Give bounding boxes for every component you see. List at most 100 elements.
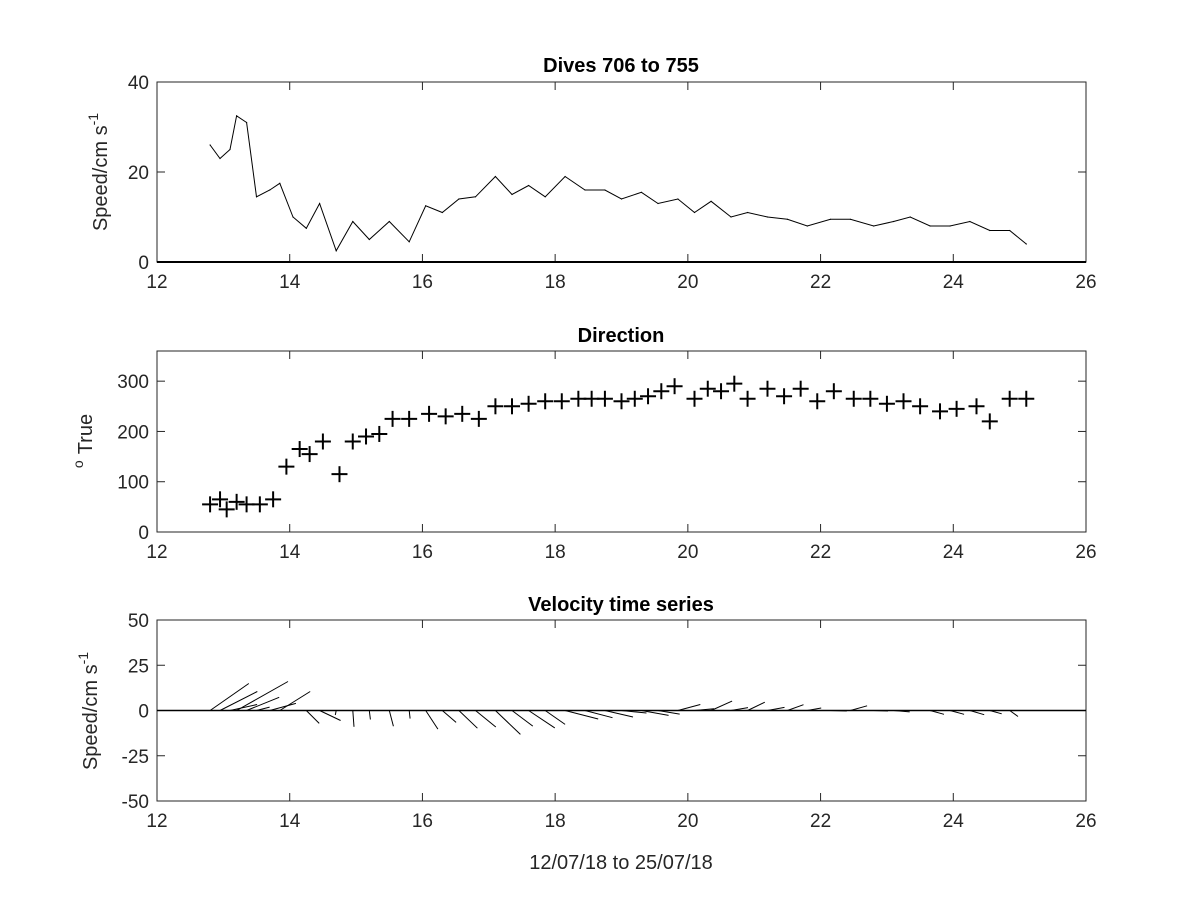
speed-point (584, 189, 586, 191)
direction-point (278, 458, 295, 475)
velocity-ytick-label: -50 (122, 792, 149, 813)
velocity-ytick-label: 50 (128, 611, 149, 632)
direction-panel: Direction o True 12 14 16 18 20 22 24 26 0 100 200 3… (70, 325, 1097, 563)
velocity-stick (969, 710, 985, 716)
velocity-stick (256, 706, 270, 711)
speed-point (511, 193, 513, 196)
speed-ytick-label: 20 (128, 163, 149, 184)
velocity-stick (1009, 710, 1019, 717)
figure-xlabel: 12/07/18 to 25/07/18 (529, 852, 713, 874)
direction-point (251, 496, 268, 513)
velocity-stick (352, 710, 355, 727)
speed-point (893, 220, 895, 223)
direction-point (291, 441, 308, 458)
velocity-stick (730, 707, 749, 711)
direction-point (825, 383, 842, 400)
velocity-stick (229, 704, 258, 711)
speed-point (806, 225, 808, 227)
velocity-stick (641, 710, 669, 716)
speed-point (352, 220, 354, 223)
speed-point (1009, 229, 1011, 232)
speed-point (368, 238, 370, 241)
speed-point (236, 115, 238, 117)
velocity-stick (807, 707, 822, 711)
velocity-stick (694, 708, 715, 711)
speed-point (989, 229, 991, 232)
direction-point (470, 410, 487, 427)
velocity-stick (319, 710, 341, 721)
velocity-ytick-label: -25 (122, 747, 149, 768)
velocity-xtick-label: 18 (545, 811, 566, 832)
direction-xtick-label: 24 (943, 542, 965, 563)
velocity-ylabel-superscript: -1 (75, 652, 91, 665)
velocity-stick (830, 710, 847, 712)
direction-point (776, 388, 793, 405)
speed-point (693, 211, 696, 214)
velocity-stick (408, 710, 411, 719)
speed-point (710, 200, 712, 202)
direction-point (487, 398, 504, 415)
speed-point (441, 211, 443, 214)
direction-point (520, 395, 537, 412)
speed-ylabel: Speed/cm s-1 (85, 113, 112, 231)
speed-point (219, 157, 221, 160)
direction-point (228, 493, 245, 510)
speed-point (969, 220, 971, 223)
speed-point (255, 196, 258, 198)
velocity-stick (767, 706, 785, 711)
velocity-ytick-label: 0 (138, 702, 149, 723)
direction-ylabel-degree: o (70, 460, 86, 468)
velocity-stick (236, 681, 289, 711)
direction-point (739, 390, 756, 407)
velocity-stick (511, 710, 534, 727)
speed-ylabel-superscript: -1 (85, 113, 101, 126)
direction-point (331, 466, 348, 483)
speed-series (157, 114, 1086, 263)
speed-xtick-label: 22 (810, 272, 831, 293)
direction-point (713, 383, 730, 400)
speed-ytick-label: 0 (138, 253, 149, 274)
direction-point (1001, 390, 1018, 407)
velocity-stick (368, 710, 371, 720)
speed-axes-frame (156, 81, 1087, 263)
direction-point (202, 496, 219, 513)
speed-point (564, 175, 566, 178)
direction-point (301, 446, 318, 463)
speed-panel: Dives 706 to 755 Speed/cm s-1 12 14 16 18 20… (85, 55, 1097, 293)
direction-point (912, 398, 929, 415)
direction-point (666, 378, 683, 395)
velocity-stick (425, 710, 439, 730)
velocity-stick (850, 705, 868, 711)
direction-point (653, 383, 670, 400)
speed-xtick-label: 24 (943, 272, 965, 293)
velocity-ylabel-text: Speed/cm s (80, 664, 102, 770)
speed-point (425, 205, 427, 207)
velocity-stick (787, 704, 804, 711)
direction-point (626, 390, 643, 407)
speed-point (786, 218, 789, 220)
velocity-title: Velocity time series (528, 594, 714, 616)
direction-point (314, 433, 331, 450)
speed-point (229, 148, 231, 151)
velocity-stick (475, 710, 497, 728)
speed-point (909, 216, 911, 218)
velocity-stick (269, 702, 297, 711)
speed-point (949, 225, 951, 227)
direction-axis-ticks: 12 14 16 18 20 22 24 26 0 100 200 300 (117, 351, 1097, 563)
direction-point (596, 390, 613, 407)
speed-point (528, 184, 530, 187)
velocity-stick (544, 710, 566, 725)
speed-point (604, 189, 606, 191)
direction-xtick-label: 26 (1075, 542, 1096, 563)
velocity-series (157, 681, 1086, 735)
direction-point (437, 408, 454, 425)
velocity-stick (949, 710, 965, 715)
speed-point (829, 218, 832, 220)
velocity-stick (219, 691, 258, 711)
speed-point (388, 220, 390, 223)
direction-point (401, 410, 418, 427)
velocity-stick (893, 710, 910, 713)
velocity-stick (929, 710, 945, 715)
speed-point (209, 144, 211, 146)
speed-xtick-label: 12 (146, 272, 167, 293)
